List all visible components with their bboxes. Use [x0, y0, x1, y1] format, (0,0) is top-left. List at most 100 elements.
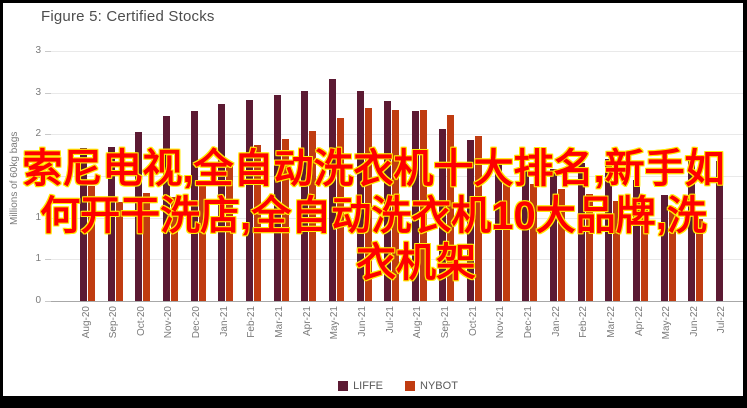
bar-nybot-Dec-20: [198, 180, 206, 301]
bar-liffe-Feb-21: [245, 100, 253, 301]
x-tick-label-Jul-22: Jul-22: [716, 306, 727, 338]
x-tick-label-Dec-21: Dec-21: [523, 306, 534, 343]
legend-item-nybot: NYBOT: [405, 380, 458, 392]
x-axis-line: [51, 301, 745, 302]
bar-nybot-Sep-20: [115, 201, 123, 301]
legend-swatch-liffe: [338, 381, 349, 391]
x-tick-text: Jan-21: [218, 306, 230, 337]
bar-liffe-Aug-20: [80, 147, 87, 301]
y-tick-label: 0: [35, 295, 41, 306]
x-tick-label-Apr-21: Apr-21: [302, 306, 313, 341]
bar-liffe-Feb-22: [577, 162, 585, 301]
y-tick-mark: [45, 217, 51, 219]
x-tick-text: Jun-21: [357, 306, 368, 337]
x-tick-label-Mar-22: Mar-22: [606, 306, 617, 343]
watermark-line-3: 衣机架: [356, 241, 476, 285]
x-tick-text: Jul-21: [384, 306, 396, 334]
x-tick-text: Nov-20: [163, 306, 175, 339]
bar-liffe-Jun-21: [356, 91, 364, 301]
bar-liffe-Aug-21: [411, 111, 419, 301]
bar-liffe-Apr-22: [633, 180, 640, 301]
x-tick-text: Oct-21: [467, 306, 479, 337]
y-tick-mark: [45, 51, 51, 52]
x-tick-text: May-21: [329, 306, 341, 340]
x-tick-label-Oct-21: Oct-21: [468, 306, 479, 341]
bar-nybot-Jun-22: [696, 219, 704, 301]
legend-label-liffe: LIFFE: [353, 380, 384, 392]
legend-item-liffe: LIFFE: [338, 380, 383, 392]
x-tick-text: Dec-20: [191, 306, 203, 339]
watermark-overlay: 索尼电视,全自动洗衣机十大排名,新手如 何开干洗店,全自动洗衣机10大品牌,洗 …: [0, 146, 747, 287]
x-tick-label-Jan-22: Jan-22: [551, 306, 562, 342]
chart-window: Figure 5: Certified Stocks Millions of 6…: [3, 3, 745, 396]
bar-nybot-May-21: [336, 117, 344, 301]
x-tick-label-Sep-21: Sep-21: [440, 306, 451, 343]
x-tick-label-Nov-21: Nov-21: [495, 306, 506, 343]
x-tick-text: Mar-21: [274, 306, 286, 338]
bar-liffe-Dec-21: [522, 165, 530, 301]
x-tick-label-Sep-20: Sep-20: [108, 306, 119, 343]
y-tick-label: 1: [35, 253, 41, 265]
x-tick-label-Jul-21: Jul-21: [385, 306, 396, 338]
bar-nybot-Jan-22: [558, 188, 566, 301]
x-tick-label-Jun-22: Jun-22: [689, 306, 700, 342]
bar-nybot-Dec-21: [530, 184, 538, 301]
x-tick-text: Aug-21: [412, 306, 424, 339]
bar-nybot-Aug-20: [88, 186, 95, 301]
x-tick-label-Nov-20: Nov-20: [163, 306, 174, 343]
frame-bottom: [0, 396, 747, 405]
x-tick-text: Mar-22: [605, 306, 617, 338]
x-tick-label-Aug-20: Aug-20: [81, 306, 92, 343]
bar-liffe-Apr-21: [301, 91, 309, 301]
watermark-line-1: 索尼电视,全自动洗衣机十大排名,新手如: [22, 147, 725, 191]
x-tick-text: Feb-21: [246, 306, 258, 338]
bar-nybot-Mar-22: [613, 201, 621, 301]
bar-liffe-Mar-21: [273, 95, 281, 301]
y-tick-label: 3: [35, 86, 41, 98]
bar-nybot-May-22: [668, 206, 676, 301]
x-tick-text: Aug-20: [80, 306, 92, 339]
x-tick-label-May-21: May-21: [329, 306, 340, 344]
x-tick-text: Sep-20: [108, 306, 120, 339]
x-tick-label-Feb-22: Feb-22: [578, 306, 589, 343]
frame-right: [743, 0, 747, 405]
bar-liffe-Jun-22: [688, 157, 696, 301]
y-tick-mark: [45, 301, 51, 302]
bar-nybot-Oct-20: [143, 192, 151, 301]
bar-nybot-Mar-21: [281, 139, 289, 301]
x-tick-text: Apr-21: [301, 306, 313, 337]
bar-nybot-Jan-21: [226, 163, 234, 301]
bar-liffe-Oct-21: [467, 140, 475, 301]
y-tick-mark: [45, 92, 51, 94]
bar-nybot-Apr-21: [309, 131, 317, 301]
bar-nybot-Oct-21: [475, 136, 483, 301]
x-tick-label-May-22: May-22: [661, 306, 672, 344]
bar-liffe-Nov-20: [162, 116, 170, 301]
bar-liffe-May-21: [328, 78, 336, 301]
y-tick-label: 1: [35, 211, 41, 223]
x-tick-label-Oct-20: Oct-20: [136, 306, 147, 341]
bar-nybot-Nov-21: [502, 180, 510, 301]
bar-liffe-Oct-20: [135, 131, 143, 301]
x-tick-text: Jun-22: [688, 306, 700, 337]
x-tick-label-Dec-20: Dec-20: [191, 306, 202, 343]
bar-liffe-May-22: [660, 195, 668, 301]
y-tick-label: 3: [35, 45, 41, 56]
bar-nybot-Feb-21: [253, 145, 261, 301]
bar-liffe-Sep-20: [107, 146, 115, 301]
x-tick-text: Oct-20: [135, 306, 147, 337]
bar-liffe-Jan-22: [550, 169, 558, 301]
x-tick-text: Apr-22: [633, 306, 645, 337]
y-tick-label: 2: [35, 128, 41, 140]
x-tick-label-Mar-21: Mar-21: [274, 306, 285, 343]
x-tick-text: Nov-21: [495, 306, 507, 339]
x-tick-label-Apr-22: Apr-22: [634, 306, 645, 341]
bar-liffe-Jul-22: [715, 161, 723, 301]
bar-liffe-Sep-21: [439, 129, 447, 301]
y-tick-mark: [45, 259, 51, 261]
frame-left: [0, 0, 3, 405]
legend-swatch-nybot: [405, 381, 416, 391]
x-tick-label-Aug-21: Aug-21: [412, 306, 423, 343]
gridline: [51, 92, 745, 94]
legend: LIFFE NYBOT: [3, 380, 747, 392]
